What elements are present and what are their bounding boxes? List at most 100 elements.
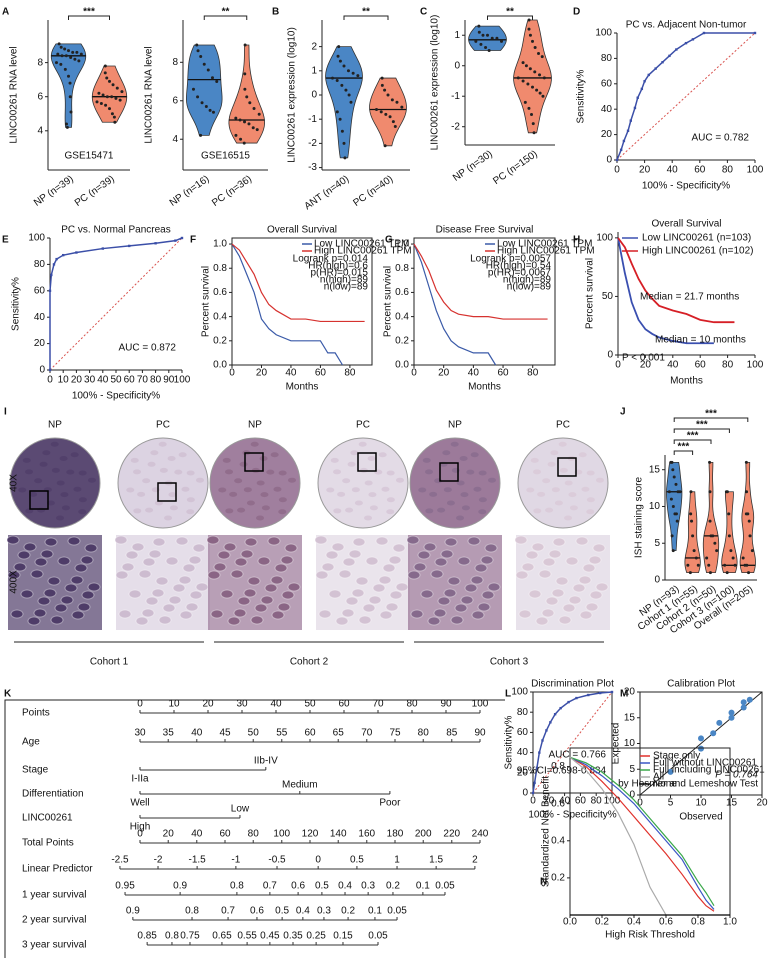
- data-point: [111, 83, 115, 87]
- x-axis-label: 100% - Specificity%: [642, 181, 730, 192]
- cell-texture: [378, 575, 392, 585]
- x-tick-label: ANT (n=40): [302, 174, 351, 213]
- tissue-texture: [558, 441, 567, 447]
- data-point: [708, 571, 712, 575]
- y-tick-label: 20: [517, 767, 529, 778]
- cell-texture: [447, 576, 461, 586]
- cell-texture: [552, 537, 566, 547]
- data-point: [239, 137, 243, 141]
- roc-point: [668, 54, 671, 58]
- cell-texture: [345, 596, 359, 606]
- data-point: [725, 490, 729, 494]
- x-axis-label: Observed: [679, 812, 722, 823]
- significance-bracket: [68, 15, 110, 20]
- data-point: [335, 78, 339, 82]
- scale-label: 0.9: [126, 906, 140, 917]
- x-axis-label: Months: [670, 376, 703, 387]
- data-point: [716, 719, 723, 726]
- data-point: [347, 93, 351, 97]
- cell-texture: [151, 588, 165, 598]
- roc-point: [647, 73, 650, 77]
- roc-point: [174, 239, 177, 242]
- roc-point: [553, 713, 557, 716]
- x-tick-label: 100: [604, 796, 621, 807]
- roc-point: [541, 739, 544, 742]
- scale-label: 50: [248, 728, 260, 739]
- x-tick-label: 20: [543, 796, 555, 807]
- tissue-texture: [350, 450, 359, 456]
- y-tick-label: 100: [28, 233, 45, 244]
- zoom-box: [557, 457, 577, 477]
- tissue-texture: [446, 500, 455, 506]
- cell-texture: [551, 588, 565, 598]
- data-point: [530, 113, 534, 117]
- cell-texture: [270, 575, 284, 585]
- cell-texture: [407, 570, 421, 580]
- tissue-texture: [78, 497, 87, 503]
- tissue-texture: [39, 461, 48, 467]
- tissue-texture: [186, 497, 195, 503]
- annotation: AUC = 0.782: [691, 133, 749, 144]
- data-point: [63, 67, 67, 71]
- x-tick-label: 80: [722, 165, 734, 176]
- data-point: [210, 76, 214, 80]
- data-point: [750, 549, 754, 553]
- significance-bracket: [673, 417, 749, 422]
- tissue-texture: [133, 508, 142, 514]
- cell-texture: [162, 603, 176, 613]
- data-point: [195, 43, 199, 47]
- data-point: [68, 95, 72, 99]
- cell-texture: [348, 549, 362, 559]
- scale-label: 75: [389, 728, 401, 739]
- column-header: PC: [156, 420, 170, 431]
- significance-label: ***: [696, 420, 708, 431]
- tissue-texture: [551, 487, 560, 493]
- data-point: [247, 122, 251, 126]
- scale-label: 30: [236, 699, 248, 710]
- panel-letter: I: [4, 407, 7, 418]
- x-tick-label: NP (n=16): [168, 174, 212, 209]
- cell-texture: [582, 563, 596, 573]
- data-point: [243, 87, 247, 91]
- cell-texture: [152, 537, 166, 547]
- cell-texture: [281, 590, 295, 600]
- x-tick-label: 20: [756, 798, 768, 809]
- data-point: [745, 490, 749, 494]
- y-tick-label: 0.6: [395, 287, 409, 298]
- roc-point: [52, 263, 56, 266]
- data-point: [537, 52, 541, 56]
- data-point: [698, 735, 704, 742]
- tissue-texture: [51, 467, 60, 473]
- data-point: [692, 549, 696, 553]
- tissue-texture: [266, 469, 275, 475]
- data-point: [330, 76, 334, 80]
- tissue-texture: [418, 487, 427, 493]
- tissue-texture: [581, 486, 590, 492]
- cell-texture: [257, 556, 271, 566]
- data-point: [708, 490, 712, 494]
- annotation: GSE15471: [65, 151, 114, 162]
- tissue-texture: [559, 467, 568, 473]
- data-point: [215, 80, 219, 84]
- data-point: [71, 50, 75, 54]
- x-tick-label: 0.2: [595, 917, 609, 928]
- x-tick-label: 15: [726, 798, 738, 809]
- data-point: [103, 71, 107, 75]
- cell-texture: [395, 582, 409, 592]
- data-point: [75, 50, 79, 54]
- y-tick-label: 0.4: [551, 835, 565, 846]
- tissue-texture: [554, 500, 563, 506]
- cell-texture: [515, 570, 529, 580]
- x-tick-label: 5: [668, 798, 674, 809]
- cell-texture: [71, 610, 85, 620]
- statistic: n(high)=89: [503, 275, 552, 286]
- panel-letter: G: [385, 235, 393, 246]
- data-point: [690, 519, 694, 523]
- x-tick-label: 40: [97, 375, 109, 386]
- reference-line: [616, 32, 756, 161]
- cell-texture: [114, 535, 128, 545]
- cell-texture: [57, 556, 71, 566]
- data-point: [335, 110, 339, 114]
- data-point: [527, 18, 531, 22]
- tissue-texture: [586, 497, 595, 503]
